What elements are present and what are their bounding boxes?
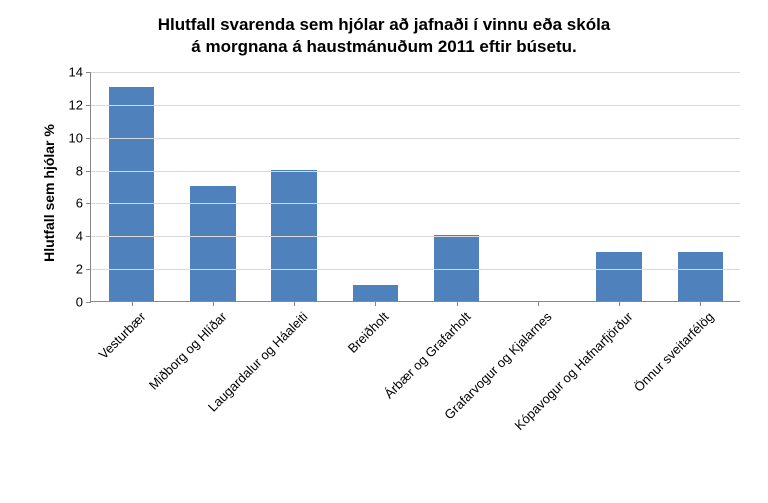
y-tick-label: 6 [76,196,83,211]
y-tick-label: 10 [69,130,83,145]
y-tick-mark [86,171,91,172]
y-tick-mark [86,203,91,204]
x-tick-label: Önnur sveitarfélög [565,309,717,461]
x-tick-label: Kópavogur og Hafnarfjörður [484,309,636,461]
x-tick-mark [213,301,214,306]
y-tick-mark [86,302,91,303]
x-tick-mark [375,301,376,306]
y-tick-mark [86,72,91,73]
plot-area: 02468101214VesturbærMiðborg og HlíðarLau… [90,72,740,302]
bars-container [91,72,740,301]
x-tick-label: Laugardalur og Háaleiti [159,309,311,461]
x-tick-mark [457,301,458,306]
x-tick-mark [294,301,295,306]
gridline [91,138,740,139]
x-tick-label: Grafarvogur og Kjalarnes [402,309,554,461]
chart-title-line1: Hlutfall svarenda sem hjólar að jafnaði … [158,15,611,34]
y-tick-label: 2 [76,262,83,277]
y-tick-mark [86,269,91,270]
x-tick-mark [538,301,539,306]
x-tick-label: Miðborg og Hlíðar [77,309,229,461]
y-tick-mark [86,105,91,106]
y-tick-mark [86,236,91,237]
gridline [91,105,740,106]
y-tick-label: 8 [76,163,83,178]
bar [434,235,480,301]
bar [353,285,399,301]
x-tick-label: Vesturbær [0,309,148,461]
y-tick-label: 0 [76,295,83,310]
y-tick-label: 4 [76,229,83,244]
x-tick-mark [700,301,701,306]
y-axis-label: Hlutfall sem hjólar % [41,124,57,262]
y-tick-label: 14 [69,65,83,80]
x-tick-mark [619,301,620,306]
y-tick-label: 12 [69,97,83,112]
bar [271,170,317,301]
gridline [91,171,740,172]
bar [678,252,724,301]
x-tick-label: Árbær og Grafarholt [321,309,473,461]
gridline [91,269,740,270]
gridline [91,236,740,237]
gridline [91,72,740,73]
x-tick-label: Breiðholt [240,309,392,461]
chart-title-line2: á morgnana á haustmánuðum 2011 eftir bús… [191,37,576,56]
x-tick-mark [132,301,133,306]
y-tick-mark [86,138,91,139]
chart-title: Hlutfall svarenda sem hjólar að jafnaði … [0,14,768,58]
gridline [91,203,740,204]
bar [596,252,642,301]
